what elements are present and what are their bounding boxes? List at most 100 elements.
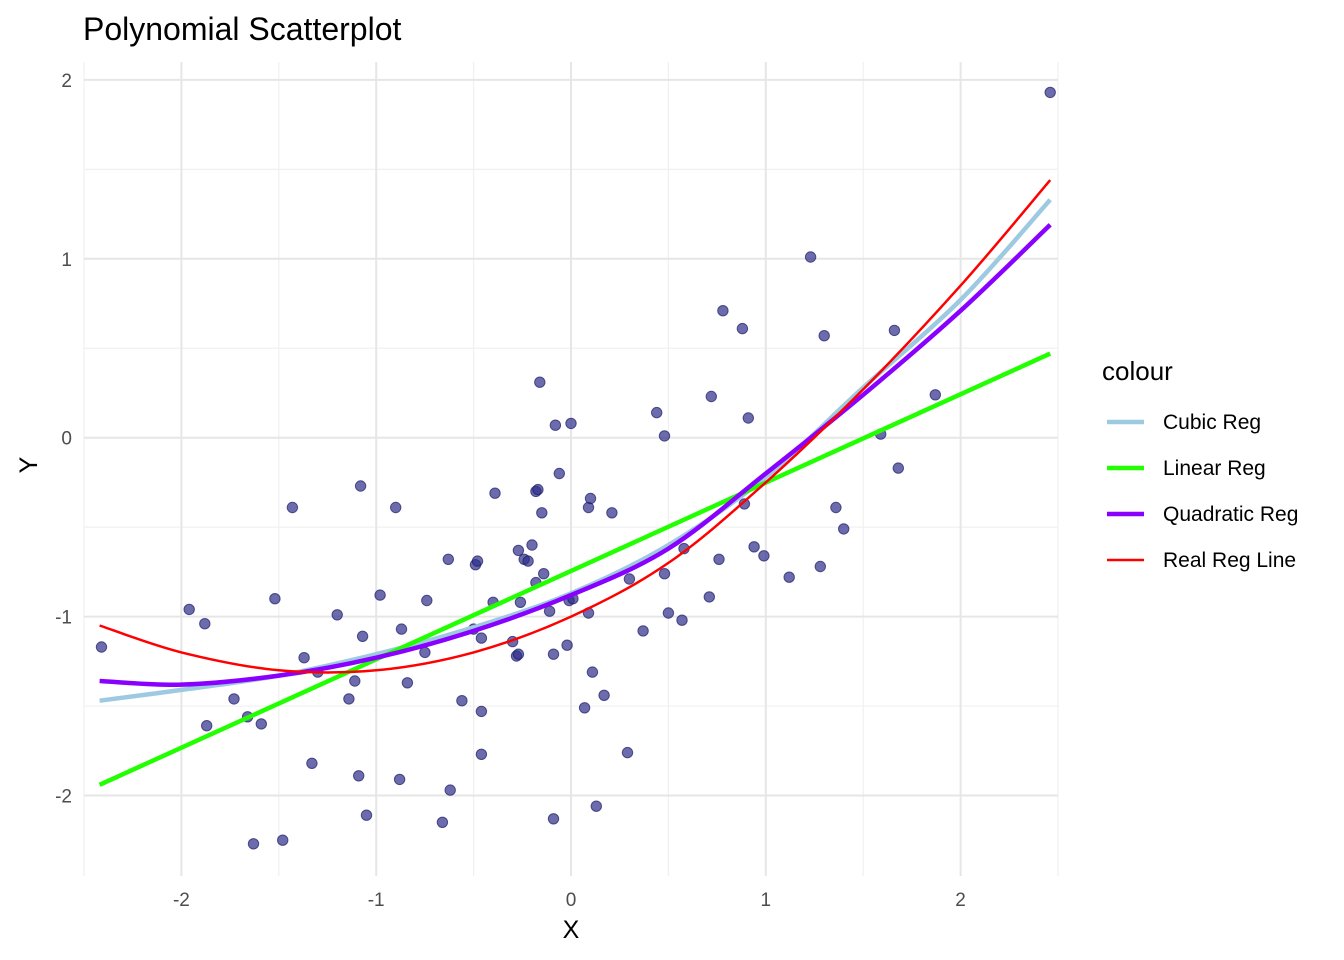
- scatter-point: [183, 603, 195, 616]
- scatter-point: [838, 523, 850, 535]
- linear-reg-line: [98, 351, 1052, 787]
- scatter-point: [286, 501, 299, 514]
- scatter-point: [514, 596, 527, 608]
- x-tick-label: 1: [761, 890, 772, 911]
- linear-reg-legend-label: Linear Reg: [1163, 457, 1266, 480]
- scatter-point: [471, 555, 484, 567]
- scatter-point: [536, 507, 548, 519]
- scatter-point: [623, 573, 636, 585]
- scatter-point: [475, 632, 488, 644]
- scatter-point: [356, 630, 369, 642]
- y-tick-label: 0: [61, 429, 72, 450]
- scatter-point: [421, 594, 433, 607]
- quadratic-reg-legend-label: Quadratic Reg: [1163, 503, 1298, 526]
- scatter-point: [534, 376, 546, 388]
- x-tick-label: -1: [368, 890, 385, 911]
- scatter-point: [512, 544, 525, 557]
- scatter-point: [444, 784, 456, 796]
- scatter-point: [736, 322, 749, 335]
- scatter-point: [255, 718, 267, 730]
- scatter-point: [298, 652, 310, 664]
- scatter-point: [349, 675, 361, 687]
- scatter-point: [393, 773, 406, 786]
- scatter-point: [888, 324, 901, 337]
- scatter-point: [703, 591, 715, 603]
- scatter-point: [658, 568, 671, 580]
- scatter-point: [526, 539, 538, 551]
- scatter-point: [748, 541, 760, 553]
- scatter-point: [1044, 86, 1056, 99]
- scatter-point: [95, 641, 108, 653]
- scatter-point: [590, 800, 602, 812]
- scatter-point: [561, 639, 573, 651]
- scatter-point: [247, 838, 260, 850]
- major-gridlines: [84, 62, 1058, 876]
- scatter-point: [547, 813, 560, 825]
- scatter-point: [401, 677, 414, 689]
- scatter-point: [269, 593, 281, 605]
- x-tick-label: 0: [566, 890, 577, 911]
- scatter-point: [395, 623, 408, 635]
- scatter-point: [783, 571, 795, 583]
- scatter-point: [929, 389, 941, 401]
- scatter-point: [549, 419, 562, 431]
- scatter-point: [532, 483, 544, 496]
- x-tick-label: -2: [173, 890, 190, 911]
- scatter-point: [201, 720, 213, 732]
- scatter-point: [442, 553, 454, 565]
- scatter-point: [538, 568, 550, 580]
- y-tick-label: 2: [61, 71, 72, 92]
- scatter-point: [343, 693, 355, 705]
- scatter-point: [475, 748, 488, 760]
- scatter-point: [606, 507, 618, 519]
- scatter-point: [713, 553, 725, 565]
- scatter-point: [651, 406, 663, 419]
- y-tick-label: 1: [61, 250, 72, 271]
- x-axis-title: X: [563, 916, 580, 944]
- cubic-reg-legend-label: Cubic Reg: [1163, 411, 1261, 434]
- scatter-point: [584, 492, 597, 505]
- scatter-point: [456, 695, 468, 707]
- scatter-points: [95, 86, 1056, 850]
- scatter-point: [662, 607, 675, 619]
- scatter-point: [436, 816, 449, 828]
- scatter-point: [586, 666, 599, 678]
- scatter-point: [199, 618, 211, 630]
- scatter-point: [578, 702, 591, 714]
- y-tick-label: -2: [55, 786, 72, 807]
- cubic-reg-line: [99, 198, 1052, 703]
- scatter-point: [512, 648, 525, 660]
- scatter-point: [717, 305, 729, 317]
- scatter-point: [228, 693, 240, 705]
- scatter-point: [705, 390, 717, 403]
- quadratic-reg-line: [99, 223, 1052, 687]
- scatter-point: [598, 689, 610, 701]
- scatter-point: [814, 560, 826, 573]
- scatter-point: [353, 770, 365, 782]
- scatter-point: [658, 430, 671, 442]
- scatter-point: [892, 462, 904, 474]
- scatter-point: [565, 417, 577, 430]
- chart-title: Polynomial Scatterplot: [83, 11, 401, 47]
- legend-entries: Cubic Reg Linear Reg Quadratic Reg Real Reg…: [1107, 411, 1298, 572]
- scatter-point: [277, 834, 289, 846]
- scatter-point: [360, 809, 373, 821]
- x-tick-label: 2: [955, 890, 966, 911]
- scatter-point: [522, 555, 534, 567]
- scatter-point: [331, 609, 343, 621]
- y-axis-title: Y: [15, 456, 43, 473]
- legend-title: colour: [1102, 356, 1173, 386]
- scatter-point: [676, 614, 688, 626]
- legend: colour Cubic Reg Linear Reg Quadratic Reg R…: [1102, 356, 1298, 572]
- scatter-point: [738, 498, 751, 510]
- axis-tick-labels: -2 -1 0 1 2 -2 -1 0 1 2: [55, 71, 966, 911]
- scatter-point: [475, 705, 488, 718]
- scatter-point: [306, 757, 318, 769]
- scatter-point: [374, 589, 386, 601]
- y-tick-label: -1: [55, 608, 72, 629]
- scatter-point: [830, 501, 842, 514]
- scatter-point: [804, 251, 817, 263]
- scatter-point: [419, 646, 431, 659]
- scatter-point: [547, 648, 560, 660]
- scatter-point: [621, 746, 634, 759]
